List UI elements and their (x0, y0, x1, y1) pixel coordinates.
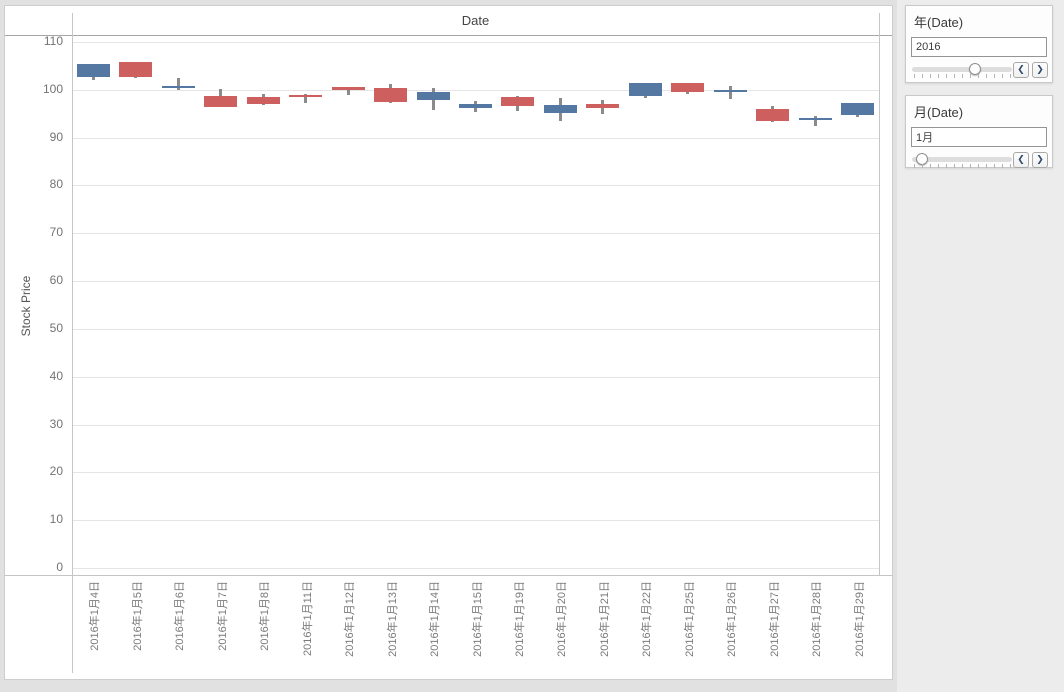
y-tick-label: 0 (56, 560, 63, 574)
x-axis-date-label: 2016年1月4日 (89, 581, 102, 651)
candle-body[interactable] (331, 87, 365, 90)
candle-wick (176, 78, 180, 91)
x-axis-date-label: 2016年1月19日 (513, 581, 526, 657)
x-axis-date-label: 2016年1月13日 (386, 581, 399, 657)
y-tick-label: 110 (43, 34, 63, 48)
x-axis-date-label: 2016年1月20日 (556, 581, 569, 657)
candle-body[interactable] (246, 96, 280, 105)
month-next-button chevron-right-icon[interactable]: ❯ (1032, 152, 1048, 168)
x-axis-date-label: 2016年1月25日 (683, 581, 696, 657)
filter-panel: 年(Date) ❮ ❯ 月(Date) ❮ ❯ (897, 0, 1064, 692)
candle-body[interactable] (459, 103, 492, 108)
x-axis-date-label: 2016年1月21日 (598, 581, 611, 657)
pane-right-border (879, 13, 880, 575)
candle-wick (728, 85, 732, 100)
gridline (73, 472, 879, 474)
month-slider-ticks (914, 164, 1012, 168)
year-slider-ticks (914, 74, 1012, 78)
candle-body[interactable] (289, 94, 323, 97)
y-tick-label: 10 (49, 512, 63, 527)
x-axis-date-label: 2016年1月26日 (726, 581, 739, 657)
gridline (73, 520, 879, 522)
x-axis-date-label: 2016年1月6日 (174, 581, 187, 651)
x-axis-date-label: 2016年1月22日 (641, 581, 654, 657)
month-filter-card: 月(Date) ❮ ❯ (905, 95, 1053, 168)
y-tick-label: 50 (49, 320, 63, 335)
y-tick-label: 30 (49, 416, 63, 431)
year-filter-card: 年(Date) ❮ ❯ (905, 5, 1053, 83)
y-tick-label: 40 (49, 368, 63, 383)
x-axis-date-label: 2016年1月27日 (768, 581, 781, 657)
month-slider: ❮ ❯ (912, 152, 1048, 171)
candle-body[interactable] (204, 96, 238, 107)
y-tick-label: 20 (49, 464, 63, 479)
year-filter-title: 年(Date) (914, 15, 964, 30)
gridline (73, 137, 879, 139)
gridline (73, 185, 879, 187)
gridline (73, 328, 879, 330)
candle-body[interactable] (501, 97, 535, 106)
gridline (73, 89, 879, 91)
gridline (73, 376, 879, 378)
candle-wick (813, 116, 817, 127)
x-axis-date-label: 2016年1月28日 (811, 581, 824, 657)
x-axis-date-label: 2016年1月11日 (301, 581, 314, 657)
year-filter-input[interactable] (911, 37, 1047, 57)
gridline (73, 42, 879, 43)
y-tick-label: 70 (49, 225, 63, 240)
y-axis-line (72, 13, 73, 673)
x-axis-date-label: 2016年1月5日 (131, 581, 144, 651)
candle-body[interactable] (798, 118, 832, 121)
gridline (73, 424, 879, 426)
candle-body[interactable] (586, 103, 620, 108)
month-filter-input[interactable] (911, 127, 1047, 147)
candle-body[interactable] (671, 82, 705, 93)
x-axis-date-label: 2016年1月7日 (216, 581, 229, 651)
candle-body[interactable] (841, 102, 875, 115)
y-tick-label: 90 (49, 129, 63, 144)
x-axis-date-label: 2016年1月29日 (853, 581, 866, 657)
gridline (73, 281, 879, 283)
year-slider: ❮ ❯ (912, 62, 1048, 81)
candle-body[interactable] (76, 64, 110, 78)
candle-wick (346, 86, 350, 96)
y-tick-label: 60 (49, 273, 63, 288)
candle-wick (304, 94, 308, 103)
chart-panel: Date Stock Price 0 10 20 30 40 50 60 70 80 90 100 1… (4, 5, 893, 680)
gridline (73, 568, 879, 569)
header-divider (5, 35, 892, 36)
y-tick-label: 100 (42, 81, 63, 96)
year-next-button chevron-right-icon[interactable]: ❯ (1032, 62, 1048, 78)
x-axis-line (5, 575, 892, 576)
candle-body[interactable] (628, 83, 662, 97)
year-prev-button chevron-left-icon[interactable]: ❮ (1013, 62, 1029, 78)
candle-body[interactable] (713, 89, 747, 92)
month-filter-title: 月(Date) (914, 105, 964, 120)
candle-body[interactable] (119, 62, 153, 77)
year-slider-track[interactable] (912, 63, 1012, 75)
y-tick-label: 80 (49, 177, 63, 192)
x-axis-date-label: 2016年1月12日 (344, 581, 357, 657)
gridline (73, 233, 879, 235)
candle-body[interactable] (543, 105, 577, 114)
month-slider-track[interactable] (912, 153, 1012, 165)
month-prev-button chevron-left-icon[interactable]: ❮ (1013, 152, 1029, 168)
candle-body[interactable] (416, 92, 450, 100)
x-axis-date-label: 2016年1月8日 (259, 581, 272, 651)
column-header-title: Date (461, 13, 490, 28)
candle-body[interactable] (374, 88, 408, 103)
candle-body[interactable] (756, 108, 790, 122)
candle-body[interactable] (161, 86, 195, 89)
x-axis-date-label: 2016年1月15日 (471, 581, 484, 657)
x-axis-date-label: 2016年1月14日 (429, 581, 442, 657)
